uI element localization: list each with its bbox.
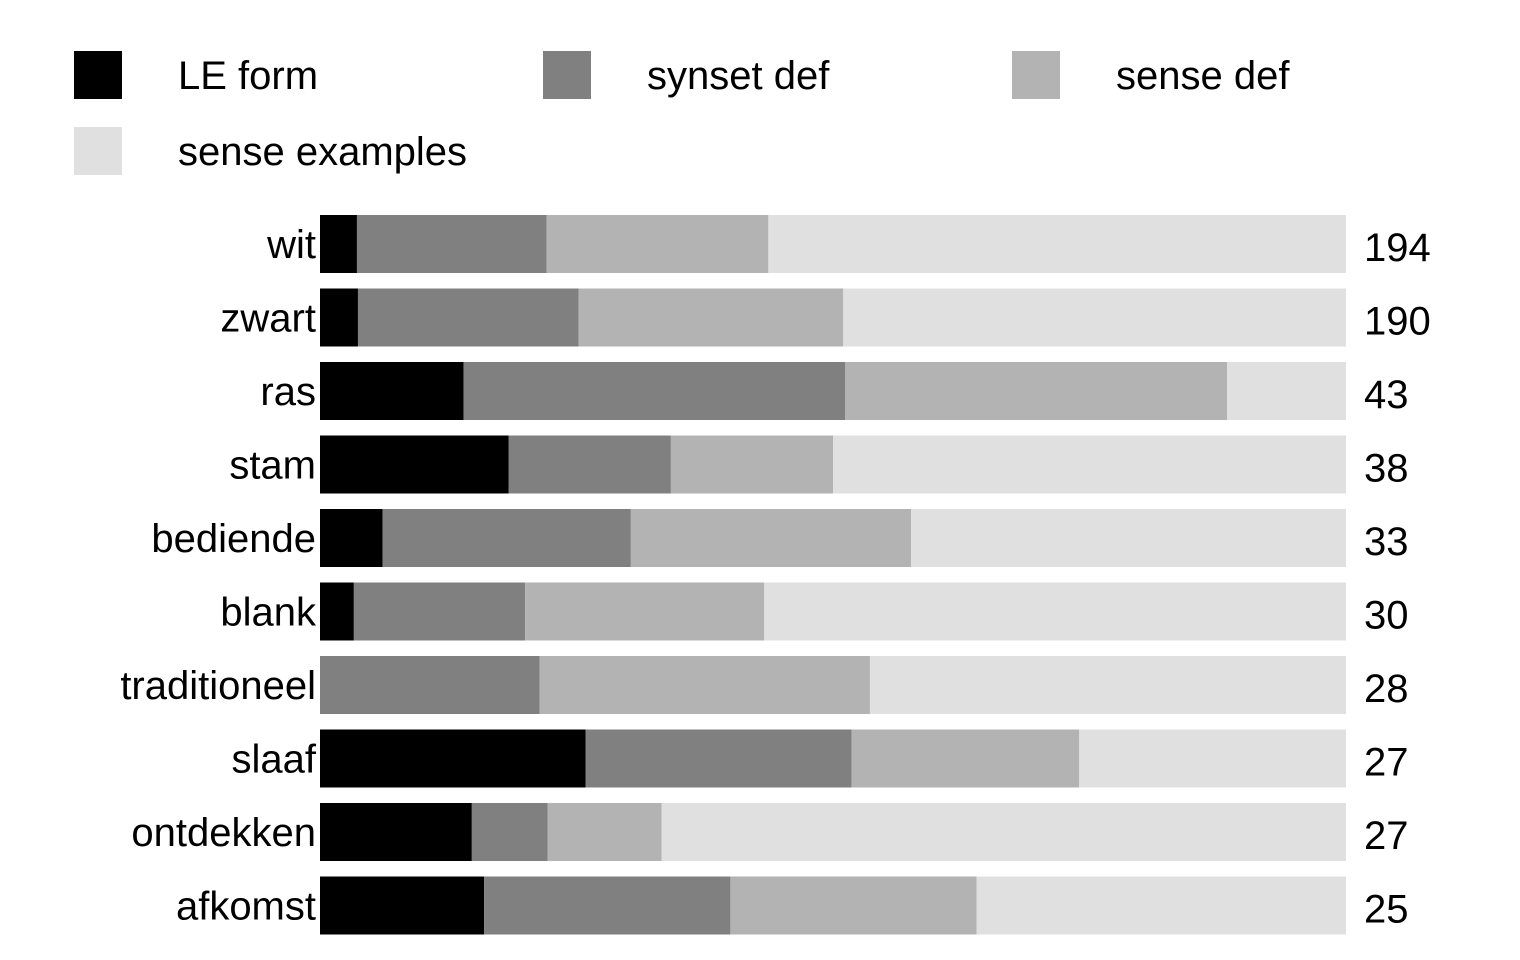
total-label-zwart: 190 (1364, 300, 1431, 344)
legend: LE form synset def sense def sense examples (74, 51, 1290, 175)
legend-label-sense-def: sense def (1116, 54, 1290, 98)
bar-segment-traditioneel-sense-examples (869, 656, 1346, 714)
bar-segment-slaaf-sense-def (851, 729, 1080, 788)
bar-row-bediende (320, 509, 1346, 567)
category-labels: wit zwart ras stam bediende blank traditioneel… (120, 223, 317, 929)
category-label-traditioneel: traditioneel (120, 664, 316, 708)
legend-swatch-le-form (74, 51, 122, 99)
bar-segment-ontdekken-sense-def (547, 803, 662, 861)
bar-segment-ontdekken-le-form (320, 803, 472, 861)
category-label-wit: wit (266, 223, 316, 267)
bar-segment-zwart-synset-def (357, 288, 579, 347)
bar-segment-stam-le-form (320, 435, 509, 494)
bar-segment-wit-sense-examples (768, 215, 1346, 273)
bar-segment-traditioneel-synset-def (320, 656, 540, 714)
legend-item-sense-examples: sense examples (74, 127, 467, 175)
bar-segment-bediende-synset-def (382, 509, 631, 567)
bar-segment-zwart-sense-examples (843, 288, 1346, 347)
bar-segment-zwart-sense-def (578, 288, 844, 347)
total-label-afkomst: 25 (1364, 888, 1409, 932)
bar-segment-blank-synset-def (353, 582, 526, 641)
bar-row-blank (320, 582, 1346, 641)
total-label-stam: 38 (1364, 447, 1409, 491)
legend-label-le-form: LE form (178, 54, 318, 98)
bar-segment-slaaf-synset-def (585, 729, 852, 788)
legend-swatch-synset-def (543, 51, 591, 99)
category-label-stam: stam (229, 444, 316, 488)
bar-segment-wit-le-form (320, 215, 357, 273)
legend-item-synset-def: synset def (543, 51, 830, 99)
category-label-ontdekken: ontdekken (131, 811, 316, 855)
bar-segment-afkomst-synset-def (484, 876, 731, 935)
legend-swatch-sense-def (1012, 51, 1060, 99)
bar-segment-zwart-le-form (320, 288, 358, 347)
total-label-ontdekken: 27 (1364, 814, 1409, 858)
bar-segment-stam-sense-def (670, 435, 833, 494)
bar-segment-stam-sense-examples (833, 435, 1346, 494)
total-label-traditioneel: 28 (1364, 667, 1409, 711)
bar-segment-slaaf-sense-examples (1079, 729, 1346, 788)
total-label-slaaf: 27 (1364, 741, 1409, 785)
bar-segment-ras-sense-def (845, 362, 1227, 420)
total-labels: 194 190 43 38 33 30 28 27 27 25 (1364, 226, 1431, 932)
bar-row-zwart (320, 288, 1346, 347)
bar-row-afkomst (320, 876, 1346, 935)
total-label-ras: 43 (1364, 373, 1409, 417)
legend-item-le-form: LE form (74, 51, 318, 99)
total-label-bediende: 33 (1364, 520, 1409, 564)
bar-row-ras (320, 362, 1346, 420)
bar-row-traditioneel (320, 656, 1346, 714)
bar-segment-slaaf-le-form (320, 729, 586, 788)
category-label-blank: blank (220, 591, 317, 635)
bar-segment-wit-sense-def (546, 215, 769, 273)
bar-segment-blank-sense-def (525, 582, 765, 641)
total-label-wit: 194 (1364, 226, 1431, 270)
bar-segment-afkomst-sense-def (730, 876, 977, 935)
bar-row-ontdekken (320, 803, 1346, 861)
category-label-ras: ras (260, 370, 316, 414)
bar-segment-bediende-sense-examples (910, 509, 1346, 567)
bar-segment-wit-synset-def (356, 215, 547, 273)
category-label-zwart: zwart (220, 297, 316, 341)
bar-row-stam (320, 435, 1346, 494)
bar-segment-bediende-le-form (320, 509, 383, 567)
bar-segment-afkomst-sense-examples (976, 876, 1346, 935)
bar-segment-traditioneel-sense-def (539, 656, 870, 714)
bar-segment-ras-sense-examples (1226, 362, 1346, 420)
bar-segment-bediende-sense-def (630, 509, 911, 567)
category-label-slaaf: slaaf (232, 738, 317, 782)
bar-segment-ras-le-form (320, 362, 464, 420)
bar-segment-blank-sense-examples (764, 582, 1346, 641)
category-label-bediende: bediende (151, 517, 316, 561)
bar-segment-afkomst-le-form (320, 876, 485, 935)
bar-segment-blank-le-form (320, 582, 354, 641)
legend-label-synset-def: synset def (647, 54, 830, 98)
bar-segment-ontdekken-sense-examples (661, 803, 1346, 861)
legend-label-sense-examples: sense examples (178, 130, 467, 174)
bar-segment-ontdekken-synset-def (471, 803, 548, 861)
bars (320, 215, 1346, 935)
bar-row-wit (320, 215, 1346, 273)
bar-segment-stam-synset-def (508, 435, 671, 494)
category-label-afkomst: afkomst (176, 885, 316, 929)
legend-item-sense-def: sense def (1012, 51, 1290, 99)
total-label-blank: 30 (1364, 594, 1409, 638)
bar-segment-ras-synset-def (463, 362, 846, 420)
bar-row-slaaf (320, 729, 1346, 788)
legend-swatch-sense-examples (74, 127, 122, 175)
